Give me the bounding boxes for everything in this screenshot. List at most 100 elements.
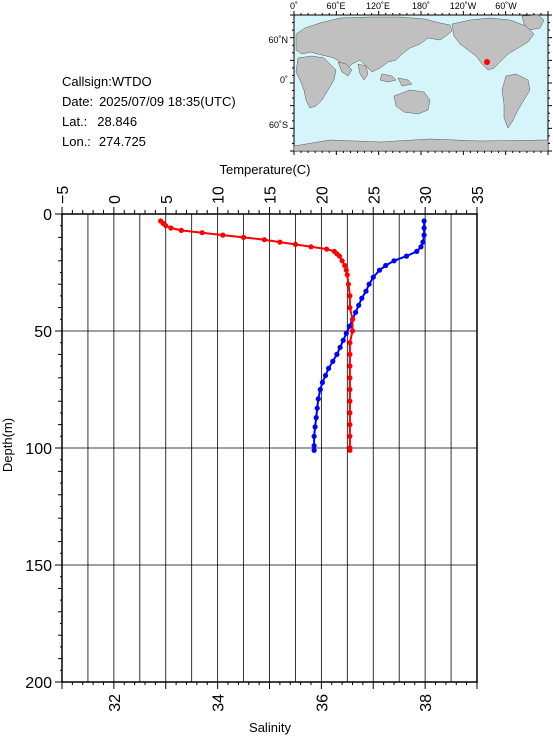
map-lat-labels: 60˚N 0˚ 60˚S <box>268 35 288 130</box>
depth-tick-label: 150 <box>25 558 52 575</box>
temperature-tick-label: 30 <box>418 186 435 204</box>
temperature-data-point <box>322 372 329 379</box>
temperature-tick-label: −5 <box>55 186 72 204</box>
temperature-data-point <box>421 218 427 224</box>
salinity-data-point <box>342 262 348 269</box>
temperature-profile-line <box>313 221 426 451</box>
salinity-data-point <box>336 253 343 259</box>
map-lon-label: 120˚W <box>450 1 477 11</box>
temperature-data-point <box>414 248 420 254</box>
land-africa <box>295 55 337 109</box>
temperature-axis-label: Temperature(C) <box>219 162 310 177</box>
map-ticks <box>290 11 552 155</box>
lat-label: Lat.: <box>62 114 87 129</box>
series-layer <box>158 218 427 453</box>
temperature-data-point <box>315 396 321 402</box>
map-lon-label: 60˚E <box>326 1 345 11</box>
salinity-tick-label: 38 <box>418 694 435 712</box>
salinity-data-point <box>345 281 351 287</box>
temperature-data-point <box>363 288 369 294</box>
salinity-data-point <box>324 246 330 252</box>
temperature-data-point <box>343 330 349 336</box>
temperature-data-point <box>313 415 319 421</box>
salinity-tick-label: 36 <box>314 694 331 712</box>
land-seasia <box>379 73 413 87</box>
salinity-data-point <box>347 398 353 404</box>
salinity-data-point <box>292 241 298 247</box>
salinity-data-point <box>347 363 353 369</box>
temperature-data-point <box>334 351 340 357</box>
lon-value: 274.725 <box>99 134 146 149</box>
salinity-data-point <box>349 316 356 322</box>
salinity-data-point <box>347 410 353 416</box>
salinity-data-point <box>347 351 353 357</box>
temperature-tick-label: 0 <box>107 195 124 204</box>
salinity-data-point <box>347 447 353 453</box>
land-antarctica <box>293 138 549 152</box>
temperature-data-point <box>314 405 320 411</box>
map-lat-label: 60˚N <box>268 35 288 45</box>
salinity-tick-label: 34 <box>211 694 228 712</box>
station-marker <box>484 59 490 65</box>
map-lon-label: 60˚W <box>495 1 517 11</box>
callsign-line: Callsign:WTDO <box>62 74 152 89</box>
map-lon-label: 120˚E <box>366 1 390 11</box>
salinity-data-point <box>347 422 353 428</box>
lon-label: Lon.: <box>62 134 91 149</box>
temperature-data-point <box>337 344 343 350</box>
salinity-data-point <box>347 375 353 381</box>
salinity-data-point <box>347 305 353 311</box>
salinity-data-point <box>347 340 353 346</box>
callsign-value: WTDO <box>112 74 152 89</box>
salinity-data-point <box>347 386 353 393</box>
callsign-label: Callsign: <box>62 74 112 89</box>
temperature-tick-label: 25 <box>366 186 383 204</box>
salinity-data-point <box>178 227 184 233</box>
temperature-data-point <box>383 262 389 269</box>
land-greenland <box>521 14 545 31</box>
salinity-data-point <box>261 237 267 243</box>
map-lon-label: 180˚ <box>412 1 430 11</box>
temperature-tick-label: 15 <box>263 186 280 204</box>
temperature-data-point <box>340 337 346 343</box>
land-south-america <box>501 73 531 129</box>
map-lat-label: 60˚S <box>269 120 288 130</box>
salinity-data-point <box>343 267 349 273</box>
depth-tick-label: 50 <box>34 324 52 341</box>
salinity-tick-label: 32 <box>107 694 124 712</box>
temperature-data-point <box>418 244 424 250</box>
temperature-data-point <box>346 323 352 329</box>
temperature-tick-label: 20 <box>314 186 331 204</box>
salinity-data-point <box>199 230 205 236</box>
temperature-data-point <box>319 379 325 386</box>
land-india <box>337 61 369 81</box>
temperature-data-point <box>420 239 426 245</box>
land-eurasia <box>295 16 453 73</box>
salinity-data-point <box>163 223 169 229</box>
salinity-data-point <box>220 232 226 238</box>
temperature-data-point <box>366 281 372 287</box>
lat-line: Lat.: 28.846 <box>62 114 137 129</box>
temperature-data-point <box>421 225 427 231</box>
temperature-data-point <box>391 258 397 264</box>
salinity-data-point <box>339 258 345 264</box>
salinity-data-point <box>168 225 174 231</box>
salinity-data-point <box>344 272 350 278</box>
map-lon-labels: 0˚ 60˚E 120˚E 180˚ 120˚W 60˚W <box>290 1 517 11</box>
lon-line: Lon.: 274.725 <box>62 134 146 149</box>
temperature-data-point <box>353 309 359 315</box>
temperature-data-point <box>370 274 376 280</box>
salinity-data-point <box>347 433 353 439</box>
temperature-data-point <box>311 443 317 449</box>
temperature-tick-label: 35 <box>470 186 487 204</box>
salinity-data-point <box>308 244 314 250</box>
map-lon-label: 0˚ <box>290 1 298 11</box>
land-australia <box>393 89 431 115</box>
world-map: 0˚ 60˚E 120˚E 180˚ 120˚W 60˚W 60˚N 0˚ 60… <box>268 1 552 155</box>
salinity-data-point <box>347 293 353 299</box>
lat-value: 28.846 <box>97 114 137 129</box>
depth-tick-label: 200 <box>25 675 52 692</box>
land-north-america <box>451 17 535 71</box>
temperature-data-point <box>356 302 362 308</box>
